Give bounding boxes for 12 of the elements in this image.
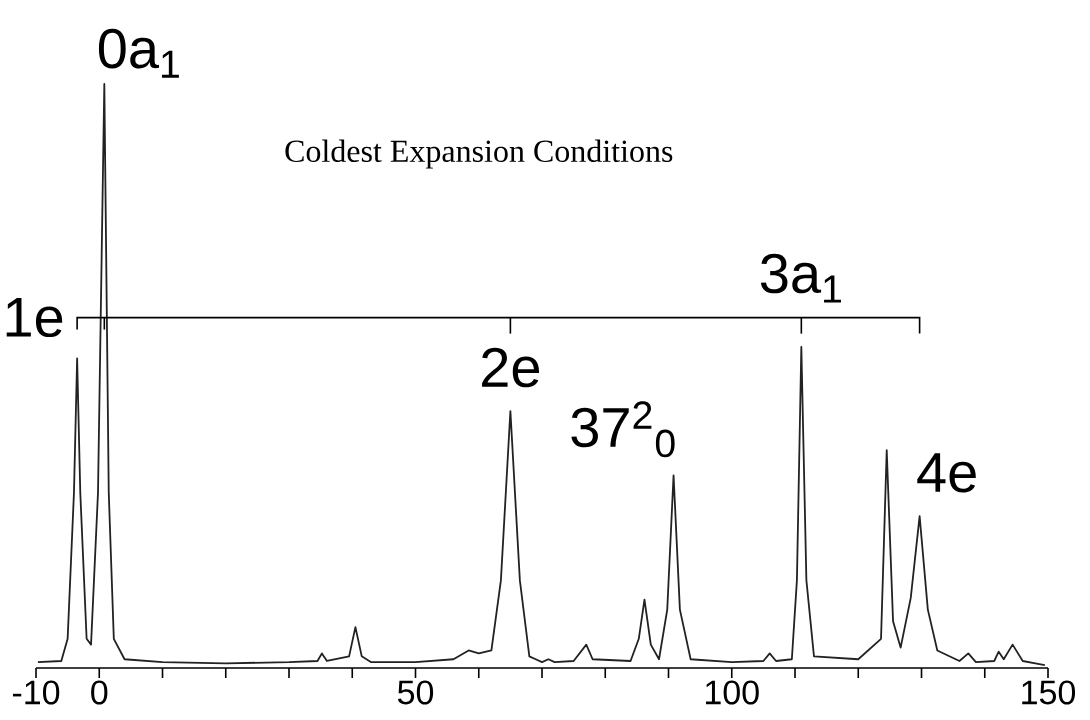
x-tick-label: 150 xyxy=(1022,680,1076,705)
annotation: 1e xyxy=(6,298,63,338)
x-tick-label: -10 xyxy=(12,680,60,705)
x-tick-label: 0 xyxy=(91,680,108,705)
annotation: 37$^{2}$0 xyxy=(571,401,675,458)
text: Coldest Expansion Conditions xyxy=(285,139,673,169)
annotation: 2e xyxy=(482,347,540,388)
annotation: 4e xyxy=(917,453,976,493)
x-tick-label: 50 xyxy=(397,680,434,705)
annotation: 3a$_{1}$ xyxy=(760,253,841,303)
x-tick-label: 100 xyxy=(706,680,759,705)
annotation: 0a$_{1}$ xyxy=(98,28,179,78)
